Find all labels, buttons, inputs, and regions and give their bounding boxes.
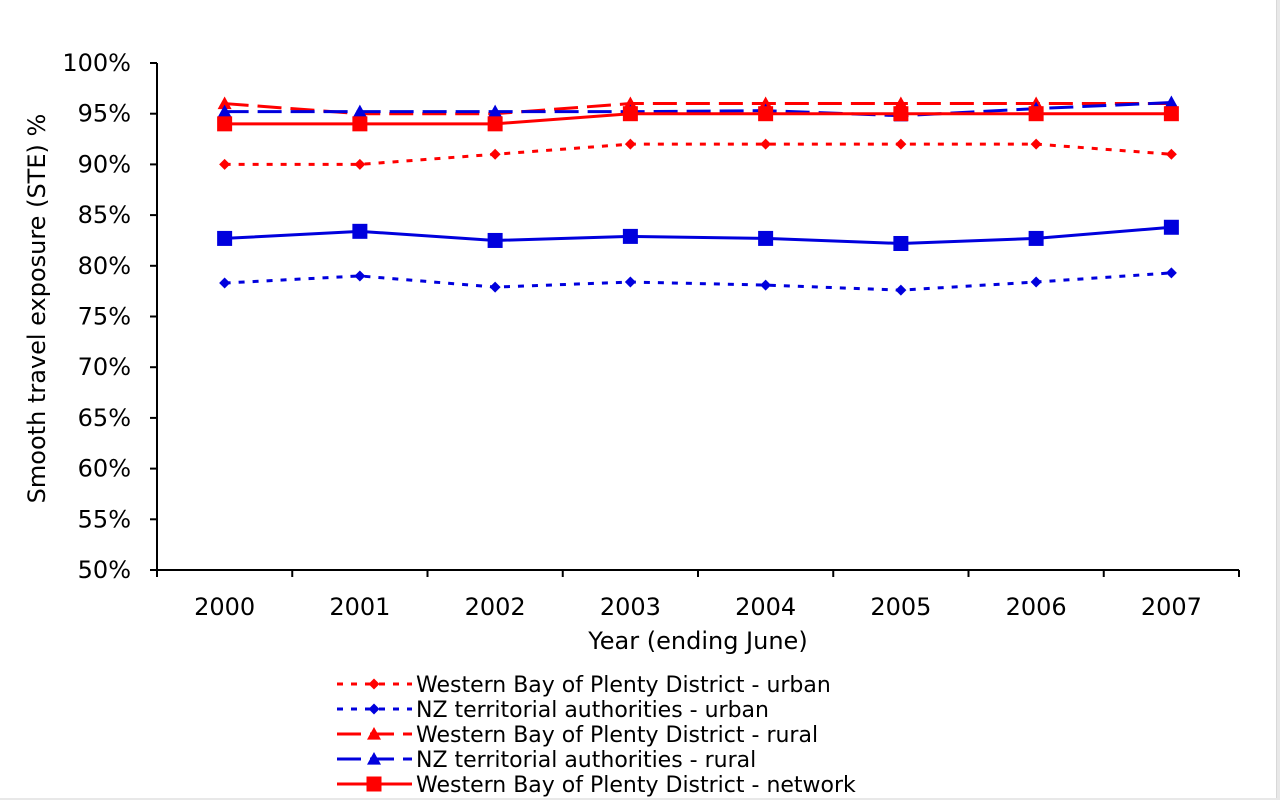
y-tick-label: 70%: [78, 353, 131, 381]
square-marker: [352, 116, 368, 132]
x-tick-label: 2001: [329, 593, 390, 621]
square-marker: [1028, 106, 1044, 122]
y-axis-title: Smooth travel exposure (STE) %: [23, 114, 51, 504]
diamond-marker: [760, 279, 772, 291]
y-tick-label: 65%: [78, 404, 131, 432]
diamond-marker: [895, 284, 907, 296]
diamond-marker: [219, 158, 231, 170]
legend-item: NZ territorial authorities - rural: [337, 748, 756, 773]
legend-label: Western Bay of Plenty District - rural: [416, 723, 818, 748]
square-marker: [622, 106, 638, 122]
triangle-marker: [217, 104, 232, 118]
diamond-marker: [219, 277, 231, 289]
square-marker: [217, 230, 233, 246]
diamond-marker: [368, 703, 380, 715]
y-tick-label: 85%: [78, 201, 131, 229]
diamond-marker: [354, 158, 366, 170]
triangle-marker: [488, 104, 503, 118]
diamond-marker: [489, 148, 501, 160]
series-line: [224, 271, 1172, 292]
square-marker: [893, 106, 909, 122]
square-marker: [217, 116, 233, 132]
square-marker: [758, 230, 774, 246]
legend-label: Western Bay of Plenty District - urban: [416, 673, 831, 698]
diamond-marker: [624, 138, 636, 150]
y-tick-label: 60%: [78, 455, 131, 483]
triangle-marker: [352, 104, 367, 118]
diamond-marker: [760, 138, 772, 150]
legend-item: Western Bay of Plenty District - network: [337, 773, 856, 798]
square-marker: [366, 776, 382, 792]
diamond-marker: [624, 276, 636, 288]
y-tick-label: 100%: [62, 49, 131, 77]
triangle-marker: [623, 96, 638, 110]
legend-label: NZ territorial authorities - rural: [416, 748, 756, 773]
diamond-marker: [1165, 148, 1177, 160]
legend-label: NZ territorial authorities - urban: [416, 698, 769, 723]
diamond-marker: [368, 678, 380, 690]
series-layer: [217, 95, 1179, 296]
series-line: [224, 142, 1172, 166]
series-5: [217, 106, 1179, 132]
x-tick-label: 2006: [1006, 593, 1067, 621]
square-marker: [1163, 219, 1179, 235]
square-marker: [622, 228, 638, 244]
series-line: [224, 225, 1172, 245]
legend-item: NZ territorial authorities - urban: [337, 698, 769, 723]
diamond-marker: [1030, 276, 1042, 288]
diamond-marker: [895, 138, 907, 150]
triangle-marker: [893, 96, 908, 110]
diamond-marker: [1030, 138, 1042, 150]
triangle-marker: [1164, 95, 1179, 109]
diamond-marker: [1165, 267, 1177, 279]
legend-item: Western Bay of Plenty District - urban: [337, 673, 831, 698]
square-marker: [487, 116, 503, 132]
x-tick-label: 2004: [735, 593, 796, 621]
axes: 50% 55% 60% 65% 70% 75% 80% 85% 90% 95% 100% 2000 20…: [62, 49, 1240, 621]
diamond-marker: [489, 281, 501, 293]
square-marker: [1163, 106, 1179, 122]
y-tick-label: 75%: [78, 303, 131, 331]
legend: Western Bay of Plenty District - urbanNZ…: [337, 673, 856, 798]
square-marker: [758, 106, 774, 122]
x-axis-title: Year (ending June): [587, 627, 807, 655]
x-tick-label: 2007: [1141, 593, 1202, 621]
y-tick-label: 50%: [78, 556, 131, 584]
square-marker: [1028, 230, 1044, 246]
series-line: [224, 112, 1172, 126]
triangle-marker: [367, 752, 381, 765]
square-marker: [487, 232, 503, 248]
square-marker: [352, 223, 368, 239]
series-1: [219, 138, 1177, 170]
triangle-marker: [367, 727, 381, 740]
series-2: [219, 267, 1177, 296]
triangle-marker: [217, 96, 232, 110]
legend-label: Western Bay of Plenty District - network: [416, 773, 856, 798]
y-tick-label: 80%: [78, 252, 131, 280]
x-tick-label: 2000: [194, 593, 255, 621]
square-marker: [893, 235, 909, 251]
triangle-marker: [758, 96, 773, 110]
series-line: [224, 101, 1172, 118]
legend-item: Western Bay of Plenty District - rural: [337, 723, 818, 748]
diamond-marker: [354, 270, 366, 282]
y-tick-label: 55%: [78, 505, 131, 533]
x-tick-label: 2005: [870, 593, 931, 621]
y-tick-label: 95%: [78, 100, 131, 128]
series-line: [224, 102, 1172, 116]
y-tick-label: 90%: [78, 150, 131, 178]
series-6: [217, 219, 1179, 251]
x-tick-label: 2003: [600, 593, 661, 621]
x-tick-label: 2002: [465, 593, 526, 621]
